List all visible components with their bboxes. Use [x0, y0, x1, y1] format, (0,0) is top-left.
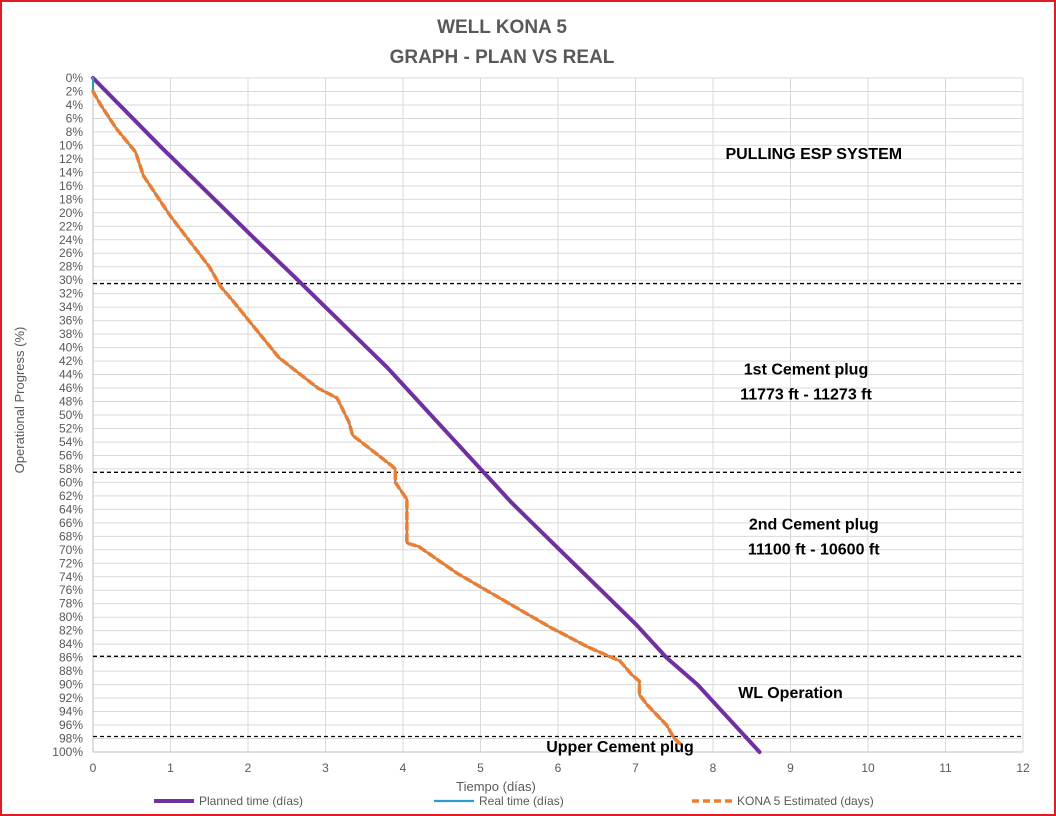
x-tick-label: 3	[322, 761, 329, 775]
y-tick-label: 2%	[66, 84, 84, 98]
y-tick-label: 86%	[59, 651, 83, 665]
y-tick-label: 6%	[66, 111, 84, 125]
tick-labels: 0%2%4%6%8%10%12%14%16%18%20%22%24%26%28%…	[52, 71, 1030, 775]
legend-label-2: Real time (días)	[479, 794, 564, 808]
y-tick-label: 18%	[59, 192, 83, 206]
y-tick-label: 62%	[59, 489, 83, 503]
y-tick-label: 12%	[59, 152, 83, 166]
y-tick-label: 34%	[59, 300, 83, 314]
y-tick-label: 92%	[59, 691, 83, 705]
y-tick-label: 80%	[59, 610, 83, 624]
y-tick-label: 60%	[59, 475, 83, 489]
y-tick-label: 100%	[52, 745, 83, 759]
y-tick-label: 64%	[59, 502, 83, 516]
y-tick-label: 30%	[59, 273, 83, 287]
y-tick-label: 68%	[59, 529, 83, 543]
y-tick-label: 74%	[59, 570, 83, 584]
y-tick-label: 58%	[59, 462, 83, 476]
annotation-label: 2nd Cement plug	[749, 517, 879, 534]
legend-label-3: KONA 5 Estimated (days)	[737, 794, 874, 808]
y-tick-label: 94%	[59, 705, 83, 719]
x-tick-label: 2	[245, 761, 252, 775]
y-tick-label: 46%	[59, 381, 83, 395]
y-tick-label: 90%	[59, 678, 83, 692]
x-tick-label: 10	[861, 761, 875, 775]
grid	[92, 77, 1024, 753]
y-tick-label: 76%	[59, 583, 83, 597]
y-tick-label: 78%	[59, 597, 83, 611]
x-axis-title: Tiempo (días)	[456, 779, 536, 794]
y-tick-label: 56%	[59, 448, 83, 462]
y-tick-label: 22%	[59, 219, 83, 233]
x-tick-label: 6	[555, 761, 562, 775]
annotation-label: Upper Cement plug	[546, 739, 694, 756]
y-tick-label: 88%	[59, 664, 83, 678]
y-tick-label: 50%	[59, 408, 83, 422]
y-tick-label: 4%	[66, 98, 84, 112]
annotation-label: 11773 ft - 11273 ft	[740, 387, 872, 404]
y-tick-label: 14%	[59, 165, 83, 179]
y-tick-label: 36%	[59, 314, 83, 328]
x-tick-label: 0	[90, 761, 97, 775]
y-tick-label: 54%	[59, 435, 83, 449]
y-tick-label: 40%	[59, 341, 83, 355]
series-line-2	[91, 76, 684, 747]
y-tick-label: 42%	[59, 354, 83, 368]
x-tick-label: 4	[400, 761, 407, 775]
annotation-label: PULLING ESP SYSTEM	[725, 146, 902, 163]
y-tick-label: 70%	[59, 543, 83, 557]
y-tick-label: 32%	[59, 287, 83, 301]
y-tick-label: 52%	[59, 421, 83, 435]
y-tick-label: 26%	[59, 246, 83, 260]
legend-label-1: Planned time (días)	[199, 794, 303, 808]
y-tick-label: 24%	[59, 233, 83, 247]
y-tick-label: 20%	[59, 206, 83, 220]
y-tick-label: 38%	[59, 327, 83, 341]
y-tick-label: 44%	[59, 368, 83, 382]
y-tick-label: 10%	[59, 138, 83, 152]
annotation-label: 11100 ft - 10600 ft	[748, 542, 880, 559]
y-tick-label: 66%	[59, 516, 83, 530]
y-axis-title: Operational Progress (%)	[12, 327, 27, 474]
annotation-label: WL Operation	[738, 685, 843, 702]
y-tick-label: 16%	[59, 179, 83, 193]
y-tick-label: 72%	[59, 556, 83, 570]
series-lines	[91, 76, 762, 754]
phase-lines	[93, 282, 1023, 738]
y-tick-label: 98%	[59, 732, 83, 746]
x-tick-label: 11	[939, 761, 952, 775]
y-tick-label: 8%	[66, 125, 84, 139]
y-tick-label: 0%	[66, 71, 84, 85]
x-tick-label: 7	[632, 761, 639, 775]
legend: Planned time (días) Real time (días) KONA …	[154, 794, 874, 808]
chart-title-line-1: WELL KONA 5	[437, 17, 567, 38]
x-tick-label: 9	[787, 761, 794, 775]
x-tick-label: 5	[477, 761, 484, 775]
chart-title-line-2: GRAPH - PLAN VS REAL	[390, 47, 615, 68]
y-tick-label: 82%	[59, 624, 83, 638]
series-line-3	[91, 89, 684, 748]
y-tick-label: 96%	[59, 718, 83, 732]
x-tick-label: 1	[167, 761, 174, 775]
x-tick-label: 8	[710, 761, 717, 775]
y-tick-label: 28%	[59, 260, 83, 274]
annotations: PULLING ESP SYSTEM 1st Cement plug 11773 f…	[546, 146, 902, 756]
x-tick-label: 12	[1016, 761, 1030, 775]
y-tick-label: 48%	[59, 395, 83, 409]
series-line-1	[91, 76, 762, 754]
y-tick-label: 84%	[59, 637, 83, 651]
annotation-label: 1st Cement plug	[744, 362, 868, 379]
